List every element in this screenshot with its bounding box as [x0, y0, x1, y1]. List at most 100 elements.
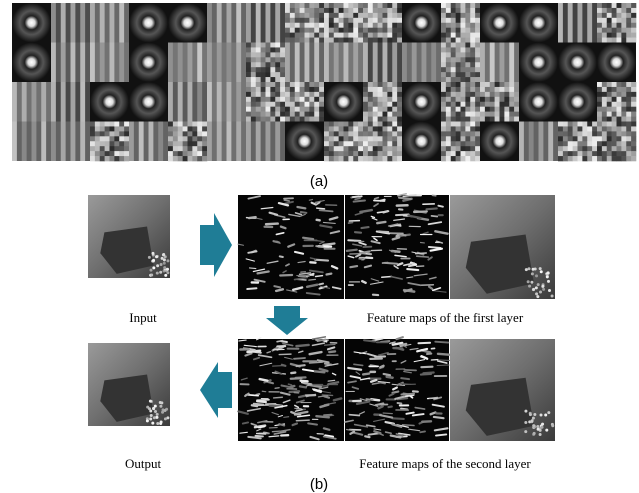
feature-streak — [381, 200, 385, 201]
filter-cell — [621, 136, 626, 141]
filter-cell — [353, 3, 358, 8]
filter-cell — [314, 87, 319, 92]
filter-cell — [617, 122, 622, 127]
filter-cell — [300, 97, 305, 102]
filter-cell — [456, 38, 461, 43]
filter-cell — [441, 82, 446, 87]
feature-streak — [361, 227, 368, 228]
filter-cell — [470, 136, 475, 141]
filter-cell — [319, 97, 324, 102]
filter-cell — [178, 141, 183, 146]
filter-cell — [319, 92, 324, 97]
filter-cell — [621, 112, 626, 117]
filter-cell — [197, 122, 202, 127]
filter-cell — [465, 102, 470, 107]
filter-cell — [475, 122, 480, 127]
filter-cell — [373, 146, 378, 151]
filter-cell — [378, 87, 383, 92]
filter-cell — [363, 33, 368, 38]
filter-cell — [105, 146, 110, 151]
filter-cell — [266, 102, 271, 107]
filter-cell — [470, 38, 475, 43]
feature-streak — [274, 241, 279, 242]
filter-cell — [475, 141, 480, 146]
filter-cell — [300, 18, 305, 23]
filter-cell — [626, 131, 631, 136]
filter-cell — [319, 117, 324, 122]
filter-cell — [461, 33, 466, 38]
filter-cell — [621, 33, 626, 38]
filter-cell — [587, 122, 592, 127]
filter-cell — [383, 13, 388, 18]
filter-cell — [353, 33, 358, 38]
filter-cell — [514, 92, 519, 97]
filter-cell — [329, 131, 334, 136]
filter-cell — [348, 151, 353, 156]
image-speck — [148, 407, 151, 410]
filter-cell — [607, 107, 612, 112]
filter-cell — [470, 146, 475, 151]
feature-streak — [304, 383, 311, 384]
filter-cell — [392, 141, 397, 146]
filter-cell — [597, 117, 602, 122]
image-speck — [164, 417, 167, 420]
filter-cell — [373, 3, 378, 8]
image-speck — [156, 272, 159, 275]
filter-cell — [617, 92, 622, 97]
filter-cell — [451, 107, 456, 112]
filter-cell — [202, 136, 207, 141]
filter-stripe — [100, 43, 105, 83]
feature-streak — [301, 212, 306, 213]
filter-cell — [378, 97, 383, 102]
filter-cell — [324, 38, 329, 43]
filter-cell — [353, 13, 358, 18]
filter-cell — [597, 82, 602, 87]
image-speck — [532, 424, 535, 427]
filter-cell — [348, 3, 353, 8]
filter-cell — [441, 8, 446, 13]
feature-streak — [434, 417, 444, 418]
filter-cell — [626, 141, 631, 146]
filter-cell — [461, 107, 466, 112]
image-speck — [541, 285, 544, 288]
filter-cell — [470, 82, 475, 87]
filter-cell — [495, 102, 500, 107]
filter-cell — [124, 146, 129, 151]
feature-streak — [401, 394, 414, 395]
filter-cell — [373, 38, 378, 43]
filter-cell — [451, 38, 456, 43]
filter-cell — [339, 18, 344, 23]
filter-cell — [378, 23, 383, 28]
filter-cell — [563, 146, 568, 151]
filter-cell — [387, 136, 392, 141]
filter-cell — [387, 13, 392, 18]
image-speck — [539, 267, 542, 270]
filter-cell — [461, 102, 466, 107]
filter-cell — [305, 97, 310, 102]
filter-cell — [612, 141, 617, 146]
filter-cell — [192, 122, 197, 127]
filter-cell — [105, 151, 110, 156]
filter-cell — [441, 122, 446, 127]
filter-cell — [631, 126, 636, 131]
filter-cell — [509, 92, 514, 97]
filter-stripe — [568, 3, 573, 43]
filter-cell — [441, 13, 446, 18]
filter-cell — [612, 156, 617, 161]
feature-streak — [309, 199, 312, 200]
filter-cell — [456, 126, 461, 131]
filter-cell — [451, 3, 456, 8]
filter-cell — [461, 117, 466, 122]
filter-cell — [470, 47, 475, 52]
filter-cell — [300, 8, 305, 13]
filter-cell — [597, 13, 602, 18]
feature-streak — [274, 286, 280, 287]
label: Feature maps of the first layer — [367, 310, 524, 325]
filter-cell — [270, 97, 275, 102]
filter-cell — [275, 43, 280, 48]
filter-cell — [592, 151, 597, 156]
filter-stripe — [266, 122, 271, 162]
filter-cell — [251, 72, 256, 77]
filter-cell — [378, 146, 383, 151]
feature-streak — [404, 370, 416, 371]
